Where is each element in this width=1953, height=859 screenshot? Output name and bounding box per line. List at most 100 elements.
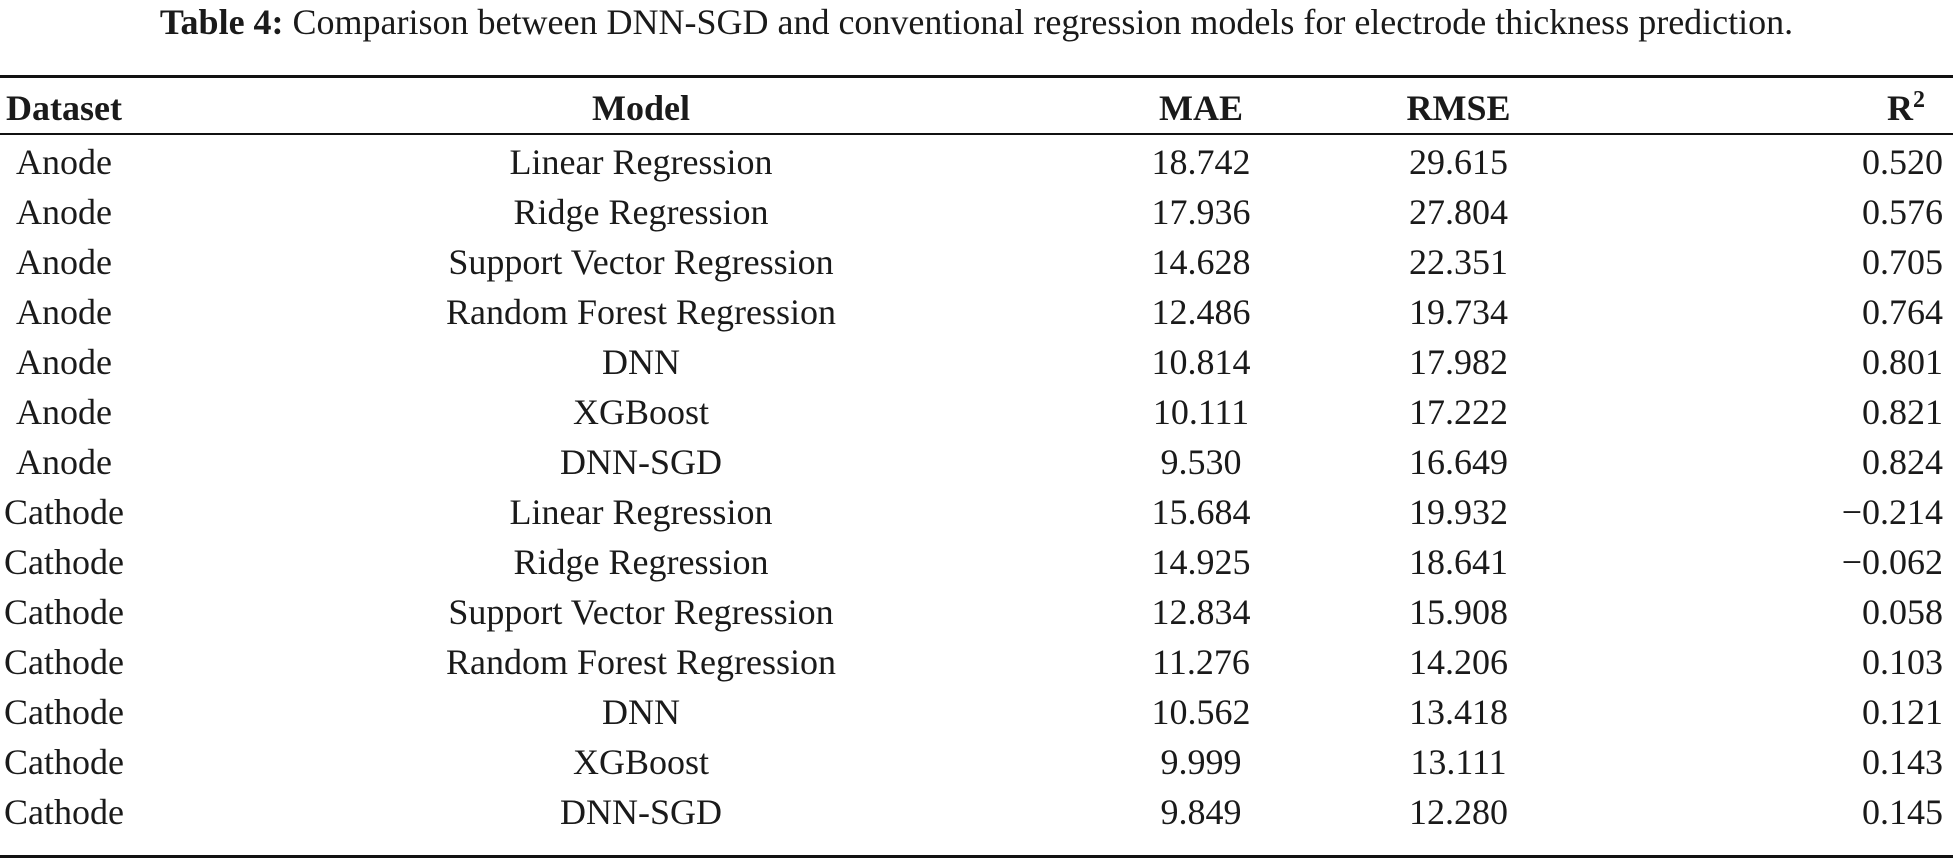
cell-model: Support Vector Regression bbox=[448, 592, 834, 632]
cell-rmse: 14.206 bbox=[1409, 642, 1508, 682]
table-row: Anode XGBoost 10.111 17.222 0.821 bbox=[0, 387, 1953, 437]
cell-dataset: Cathode bbox=[4, 542, 124, 582]
cell-rmse: 19.734 bbox=[1409, 292, 1508, 332]
cell-mae: 14.925 bbox=[1151, 542, 1251, 582]
cell-mae: 14.628 bbox=[1151, 242, 1251, 282]
cell-dataset: Anode bbox=[16, 392, 112, 432]
table-row: Cathode DNN 10.562 13.418 0.121 bbox=[0, 687, 1953, 737]
cell-mae: 9.849 bbox=[1160, 792, 1242, 832]
table-row: Anode Random Forest Regression 12.486 19.73… bbox=[0, 287, 1953, 337]
cell-model: DNN-SGD bbox=[560, 792, 722, 832]
table-caption-label: Table 4: bbox=[159, 2, 284, 42]
cell-r2: 0.824 bbox=[1862, 442, 1943, 482]
table-row: Anode Ridge Regression 17.936 27.804 0.576 bbox=[0, 187, 1953, 237]
cell-rmse: 13.418 bbox=[1409, 692, 1508, 732]
table-row: Anode Linear Regression 18.742 29.615 0.520 bbox=[0, 133, 1953, 187]
cell-model: XGBoost bbox=[572, 392, 710, 432]
cell-dataset: Anode bbox=[16, 242, 112, 282]
header-mae: MAE bbox=[1159, 88, 1243, 128]
cell-mae: 9.530 bbox=[1160, 442, 1242, 482]
cell-model: DNN bbox=[602, 342, 680, 382]
cell-rmse: 17.222 bbox=[1409, 392, 1508, 432]
cell-mae: 12.486 bbox=[1151, 292, 1251, 332]
bottom-rule bbox=[0, 855, 1953, 858]
cell-rmse: 22.351 bbox=[1409, 242, 1508, 282]
cell-mae: 11.276 bbox=[1152, 642, 1250, 682]
cell-r2: 0.145 bbox=[1862, 792, 1943, 832]
cell-model: DNN bbox=[602, 692, 680, 732]
cell-r2: 0.520 bbox=[1862, 142, 1943, 182]
cell-model: Random Forest Regression bbox=[446, 642, 836, 682]
table-caption: Table 4: Comparison between DNN-SGD and … bbox=[0, 0, 1953, 60]
table-row: Anode Support Vector Regression 14.628 22.3… bbox=[0, 237, 1953, 287]
cell-mae: 10.562 bbox=[1151, 692, 1251, 732]
results-table: Dataset Model MAE RMSE R2 Anode Linear Re… bbox=[0, 83, 1953, 837]
cell-mae: 18.742 bbox=[1151, 142, 1251, 182]
cell-dataset: Anode bbox=[16, 442, 112, 482]
cell-rmse: 17.982 bbox=[1409, 342, 1508, 382]
cell-r2: 0.705 bbox=[1862, 242, 1943, 282]
cell-dataset: Cathode bbox=[4, 692, 124, 732]
cell-r2: 0.576 bbox=[1862, 192, 1943, 232]
cell-rmse: 18.641 bbox=[1409, 542, 1508, 582]
table-header: Dataset Model MAE RMSE R2 bbox=[0, 83, 1953, 133]
cell-r2: 0.821 bbox=[1862, 392, 1943, 432]
cell-rmse: 27.804 bbox=[1409, 192, 1508, 232]
table-row: Cathode Ridge Regression 14.925 18.641 −0.06… bbox=[0, 537, 1953, 587]
header-r2-superscript: 2 bbox=[1913, 87, 1925, 113]
cell-mae: 12.834 bbox=[1151, 592, 1251, 632]
cell-model: Support Vector Regression bbox=[448, 242, 834, 282]
cell-mae: 9.999 bbox=[1160, 742, 1242, 782]
cell-rmse: 19.932 bbox=[1409, 492, 1508, 532]
header-rule bbox=[0, 133, 1953, 135]
cell-dataset: Anode bbox=[16, 292, 112, 332]
top-rule bbox=[0, 75, 1953, 78]
cell-r2: 0.143 bbox=[1862, 742, 1943, 782]
cell-r2: −0.214 bbox=[1841, 492, 1943, 532]
cell-dataset: Cathode bbox=[4, 792, 124, 832]
cell-model: Ridge Regression bbox=[513, 192, 769, 232]
table-row: Cathode Linear Regression 15.684 19.932 −0.2… bbox=[0, 487, 1953, 537]
cell-rmse: 29.615 bbox=[1409, 142, 1508, 182]
cell-model: Linear Regression bbox=[509, 142, 773, 182]
header-rmse: RMSE bbox=[1406, 88, 1511, 128]
cell-rmse: 12.280 bbox=[1409, 792, 1508, 832]
cell-dataset: Cathode bbox=[4, 592, 124, 632]
table-caption-text: Comparison between DNN-SGD and conventio… bbox=[292, 2, 1794, 42]
header-dataset: Dataset bbox=[6, 88, 122, 128]
header-r2: R2 bbox=[1641, 83, 1953, 133]
cell-mae: 10.111 bbox=[1152, 392, 1250, 432]
table-row: Cathode Random Forest Regression 11.276 14.… bbox=[0, 637, 1953, 687]
table-body: Anode Linear Regression 18.742 29.615 0.520 A… bbox=[0, 133, 1953, 837]
cell-r2: −0.062 bbox=[1841, 542, 1943, 582]
cell-dataset: Cathode bbox=[4, 742, 124, 782]
table-row: Anode DNN 10.814 17.982 0.801 bbox=[0, 337, 1953, 387]
table-row: Cathode DNN-SGD 9.849 12.280 0.145 bbox=[0, 787, 1953, 837]
cell-r2: 0.801 bbox=[1862, 342, 1943, 382]
cell-mae: 17.936 bbox=[1151, 192, 1251, 232]
cell-r2: 0.058 bbox=[1862, 592, 1943, 632]
cell-dataset: Cathode bbox=[4, 492, 124, 532]
table-row: Cathode Support Vector Regression 12.834 15… bbox=[0, 587, 1953, 637]
cell-r2: 0.764 bbox=[1862, 292, 1943, 332]
cell-mae: 15.684 bbox=[1151, 492, 1251, 532]
cell-dataset: Cathode bbox=[4, 642, 124, 682]
cell-model: Random Forest Regression bbox=[446, 292, 836, 332]
header-model: Model bbox=[592, 88, 690, 128]
table-row: Anode DNN-SGD 9.530 16.649 0.824 bbox=[0, 437, 1953, 487]
cell-dataset: Anode bbox=[16, 142, 112, 182]
cell-rmse: 15.908 bbox=[1409, 592, 1508, 632]
header-r2-base: R bbox=[1887, 88, 1913, 128]
cell-model: DNN-SGD bbox=[560, 442, 722, 482]
cell-rmse: 13.111 bbox=[1410, 742, 1507, 782]
cell-r2: 0.103 bbox=[1862, 642, 1943, 682]
header-row: Dataset Model MAE RMSE R2 bbox=[0, 83, 1953, 133]
cell-rmse: 16.649 bbox=[1409, 442, 1508, 482]
cell-dataset: Anode bbox=[16, 192, 112, 232]
cell-dataset: Anode bbox=[16, 342, 112, 382]
table-row: Cathode XGBoost 9.999 13.111 0.143 bbox=[0, 737, 1953, 787]
cell-model: XGBoost bbox=[572, 742, 710, 782]
cell-r2: 0.121 bbox=[1862, 692, 1943, 732]
cell-mae: 10.814 bbox=[1151, 342, 1251, 382]
